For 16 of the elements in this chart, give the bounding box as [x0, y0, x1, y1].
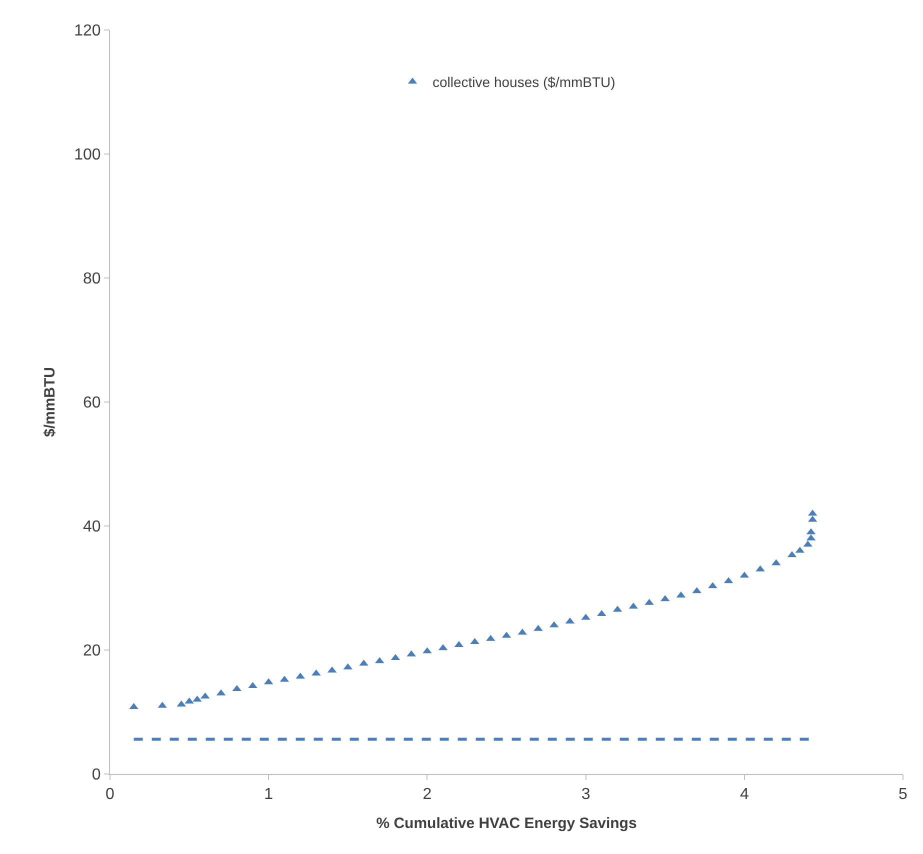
y-tick-label: 120 [74, 22, 101, 40]
y-tick-label: 20 [83, 642, 101, 660]
x-tick-label: 2 [422, 786, 432, 804]
y-tick-label: 40 [83, 518, 101, 536]
y-tick-label: 80 [83, 270, 101, 288]
x-tick-label: 4 [740, 786, 749, 804]
x-tick-label: 3 [581, 786, 590, 804]
y-axis-title: $/mmBTU [41, 366, 58, 438]
legend-label: collective houses ($/mmBTU) [432, 74, 616, 90]
x-axis-title: % Cumulative HVAC Energy Savings [376, 815, 637, 832]
y-tick-label: 0 [92, 766, 101, 784]
x-tick-label: 0 [106, 786, 115, 804]
x-tick-label: 5 [898, 786, 908, 804]
y-tick-label: 100 [74, 146, 101, 164]
x-tick-label: 1 [264, 786, 274, 804]
y-tick-label: 60 [83, 394, 101, 412]
